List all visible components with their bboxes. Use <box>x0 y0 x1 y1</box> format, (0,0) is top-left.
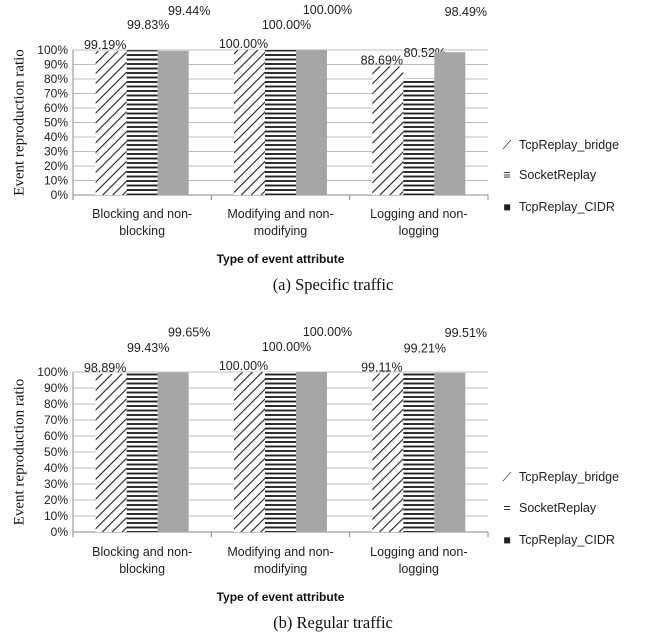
data-label: 100.00% <box>262 340 311 354</box>
y-tick-label: 20% <box>44 159 68 173</box>
legend: ⟋ TcpReplay_bridge ≡ SocketReplay ■ TcpReplay… <box>503 138 619 214</box>
legend-item-label: SocketReplay <box>519 501 597 515</box>
category-label: logging <box>399 224 439 238</box>
chart-regular-traffic: 0% 10% 20% 30% 40% 50% 60% 70% 80% 90% 100% Blockin… <box>11 325 619 632</box>
bar-socketreplay <box>403 78 435 195</box>
bar-tcpreplay-bridge <box>95 51 127 195</box>
data-label: 99.11% <box>361 360 402 374</box>
category-label: Blocking and non- <box>92 207 192 221</box>
bar-socketreplay <box>265 50 296 195</box>
legend-swatch: ■ <box>503 533 511 547</box>
data-label: 100.00% <box>219 37 268 51</box>
y-tick-label: 50% <box>44 116 68 130</box>
y-tick-label: 80% <box>44 397 68 411</box>
category-label: Modifying and non- <box>227 545 333 559</box>
legend-item-label: TcpReplay_CIDR <box>519 200 615 214</box>
legend-item-label: TcpReplay_bridge <box>519 470 619 484</box>
data-label: 98.89% <box>84 361 126 375</box>
legend-swatch: = <box>503 501 510 515</box>
y-tick-label: 50% <box>44 445 68 459</box>
bar-socketreplay <box>265 372 296 532</box>
y-tick-label: 80% <box>44 72 68 86</box>
bar-tcpreplay-cidr <box>434 52 466 195</box>
bar-tcpreplay-cidr <box>157 372 189 532</box>
legend: ⟋ TcpReplay_bridge = SocketReplay ■ TcpReplay… <box>503 470 619 547</box>
legend-item-label: TcpReplay_bridge <box>519 138 619 152</box>
data-label: 88.69% <box>361 53 403 67</box>
legend-swatch: ⟋ <box>503 138 513 152</box>
bar-tcpreplay-bridge <box>95 373 127 532</box>
category-label: logging <box>399 562 439 576</box>
bar-socketreplay <box>126 372 158 532</box>
y-tick-label: 100% <box>37 365 68 379</box>
category-label: Logging and non- <box>370 207 467 221</box>
data-label: 99.21% <box>404 341 446 355</box>
x-axis-title: Type of event attribute <box>217 590 345 604</box>
category-label: modifying <box>254 562 308 576</box>
category-label: Modifying and non- <box>227 207 333 221</box>
y-tick-label: 100% <box>37 43 68 57</box>
data-label: 100.00% <box>303 325 352 339</box>
y-tick-label: 40% <box>44 130 68 144</box>
legend-swatch: ≡ <box>503 168 510 182</box>
data-label: 99.43% <box>127 341 169 355</box>
chart-specific-traffic: 0%10%20%30%40%50%60%70%80%90%100% Blockin… <box>11 3 619 294</box>
y-tick-label: 0% <box>51 525 69 539</box>
legend-swatch: ⟋ <box>503 470 513 484</box>
data-label: 98.49% <box>445 5 487 19</box>
y-tick-label: 70% <box>44 413 68 427</box>
bar-tcpreplay-bridge <box>234 372 265 532</box>
bar-tcpreplay-bridge <box>372 373 404 532</box>
bar-tcpreplay-cidr <box>157 50 189 196</box>
y-tick-label: 90% <box>44 58 68 72</box>
data-label: 99.65% <box>168 326 210 340</box>
x-axis-title: Type of event attribute <box>217 252 345 266</box>
data-label: 99.83% <box>127 18 169 32</box>
y-tick-label: 30% <box>44 145 68 159</box>
category-label: blocking <box>119 562 165 576</box>
figure-caption: (b) Regular traffic <box>273 613 393 632</box>
y-tick-label: 10% <box>44 174 68 188</box>
bar-tcpreplay-cidr <box>434 372 466 532</box>
data-label: 99.19% <box>84 38 126 52</box>
legend-swatch: ■ <box>503 200 511 214</box>
data-label: 100.00% <box>219 359 268 373</box>
bar-tcpreplay-bridge <box>372 66 404 195</box>
y-tick-label: 10% <box>44 509 68 523</box>
y-tick-label: 30% <box>44 477 68 491</box>
y-tick-label: 60% <box>44 101 68 115</box>
y-tick-label: 60% <box>44 429 68 443</box>
y-axis-title: Event reproduction ratio <box>11 49 27 196</box>
y-tick-label: 40% <box>44 461 68 475</box>
bar-socketreplay <box>126 50 158 196</box>
bar-tcpreplay-bridge <box>234 50 265 195</box>
y-tick-label: 20% <box>44 493 68 507</box>
data-label: 99.51% <box>445 326 487 340</box>
data-label: 100.00% <box>303 3 352 17</box>
legend-item-label: SocketReplay <box>519 168 597 182</box>
data-label: 100.00% <box>262 18 311 32</box>
y-tick-label: 70% <box>44 87 68 101</box>
y-tick-label: 0% <box>51 188 69 202</box>
category-label: Logging and non- <box>370 545 467 559</box>
bar-tcpreplay-cidr <box>296 372 327 532</box>
bar-tcpreplay-cidr <box>296 50 327 195</box>
legend-item-label: TcpReplay_CIDR <box>519 533 615 547</box>
data-label: 99.44% <box>168 4 210 18</box>
y-tick-label: 90% <box>44 381 68 395</box>
y-axis-title: Event reproduction ratio <box>11 379 27 526</box>
category-label: blocking <box>119 224 165 238</box>
bar-socketreplay <box>403 373 435 532</box>
figure-caption: (a) Specific traffic <box>273 275 394 294</box>
category-label: modifying <box>254 224 308 238</box>
category-label: Blocking and non- <box>92 545 192 559</box>
